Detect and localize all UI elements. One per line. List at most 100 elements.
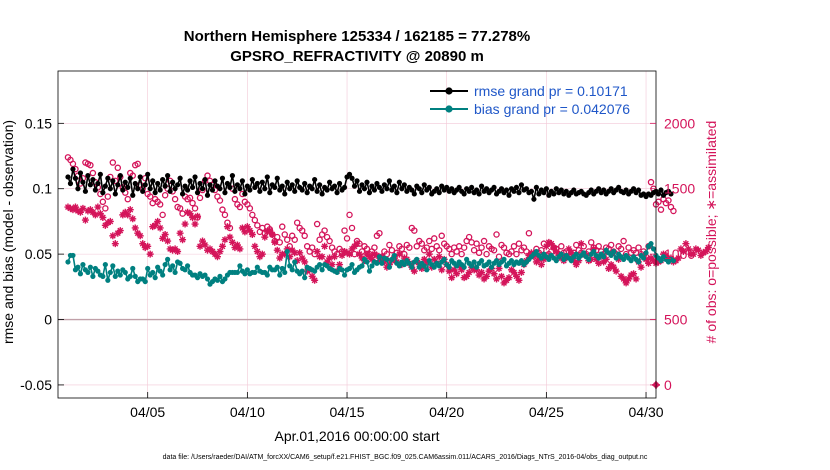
rmse-point xyxy=(366,190,373,196)
obs-assimilated-point xyxy=(515,276,523,284)
obs-possible-point xyxy=(523,248,530,255)
obs-assimilated-point xyxy=(268,231,276,238)
obs-assimilated-point xyxy=(336,261,344,269)
rmse-point xyxy=(189,184,196,191)
rmse-point xyxy=(623,187,629,193)
obs-possible-point xyxy=(114,164,122,172)
bias-point xyxy=(110,263,116,269)
obs-possible-point xyxy=(473,240,480,247)
rmse-point xyxy=(533,184,540,191)
legend-rmse-marker xyxy=(445,87,453,95)
rmse-point xyxy=(553,186,559,192)
obs-possible-point xyxy=(186,194,194,202)
obs-possible-point xyxy=(356,240,363,247)
x-tick-label: 04/05 xyxy=(130,404,165,420)
obs-assimilated-point xyxy=(216,248,224,256)
obs-assimilated-point xyxy=(654,258,662,266)
rmse-point xyxy=(364,179,370,185)
obs-possible-point xyxy=(311,250,318,258)
rmse-point xyxy=(608,186,614,192)
obs-assimilated-point xyxy=(557,254,565,262)
bias-point xyxy=(287,263,293,269)
obs-assimilated-point xyxy=(218,242,226,250)
rmse-point xyxy=(354,178,360,184)
rmse-point xyxy=(361,186,368,192)
obs-assimilated-point xyxy=(161,231,169,238)
rmse-point xyxy=(224,180,231,187)
bias-point xyxy=(162,261,168,268)
obs-assimilated-point xyxy=(682,240,690,248)
obs-assimilated-point xyxy=(575,257,583,265)
bias-point xyxy=(414,256,420,262)
rmse-point xyxy=(162,183,168,189)
obs-assimilated-point xyxy=(483,272,491,280)
rmse-point xyxy=(142,182,148,188)
obs-possible-point xyxy=(458,250,465,258)
rmse-point xyxy=(474,187,480,193)
obs-assimilated-point xyxy=(430,255,438,263)
obs-possible-point xyxy=(216,197,224,204)
bias-point xyxy=(274,264,280,270)
bias-point xyxy=(561,256,567,262)
obs-assimilated-point xyxy=(540,255,548,263)
bias-point xyxy=(132,273,138,279)
bias-point xyxy=(155,264,161,270)
rmse-point xyxy=(324,187,330,193)
bias-point xyxy=(558,251,564,257)
obs-possible-point xyxy=(219,206,226,213)
y2-tick-label: 500 xyxy=(664,312,688,328)
obs-possible-point xyxy=(500,244,508,251)
bias-point xyxy=(317,261,323,268)
bias-point xyxy=(586,256,592,262)
bias-point xyxy=(379,260,385,266)
obs-assimilated-point xyxy=(179,236,187,244)
rmse-point xyxy=(469,184,475,191)
rmse-point xyxy=(523,186,530,192)
rmse-point xyxy=(197,180,203,187)
obs-assimilated-point xyxy=(121,208,129,216)
data-file-footer: data file: /Users/raeder/DAI/ATM_forcXX/… xyxy=(163,454,648,461)
obs-assimilated-point xyxy=(647,254,655,262)
obs-possible-point xyxy=(406,244,413,251)
obs-possible-point xyxy=(460,244,468,251)
rmse-point xyxy=(456,184,462,191)
obs-assimilated-point xyxy=(632,275,640,283)
obs-possible-point xyxy=(657,206,665,213)
rmse-point xyxy=(396,179,402,185)
obs-assimilated-point xyxy=(615,255,623,263)
obs-assimilated-point xyxy=(131,224,139,232)
bias-point xyxy=(217,273,223,279)
obs-assimilated-point xyxy=(331,253,339,261)
obs-assimilated-point xyxy=(248,231,256,238)
rmse-point xyxy=(516,190,522,196)
obs-assimilated-point xyxy=(478,268,486,276)
obs-assimilated-point xyxy=(291,249,299,257)
bias-point xyxy=(157,268,163,274)
obs-possible-point xyxy=(453,248,460,255)
rmse-point xyxy=(563,188,569,194)
bias-point xyxy=(461,264,467,270)
obs-assimilated-point xyxy=(296,249,304,257)
obs-assimilated-point xyxy=(602,255,610,263)
rmse-point xyxy=(204,192,211,198)
bias-point xyxy=(341,272,348,278)
obs-possible-point xyxy=(398,245,406,253)
obs-assimilated-point xyxy=(607,261,615,269)
obs-assimilated-point xyxy=(171,245,179,253)
rmse-point xyxy=(75,186,81,192)
bias-point xyxy=(302,275,308,281)
obs-assimilated-point xyxy=(610,263,618,271)
obs-possible-point xyxy=(383,250,391,258)
obs-assimilated-point xyxy=(498,272,506,280)
rmse-point xyxy=(192,174,198,180)
rmse-point xyxy=(389,187,395,193)
bias-point xyxy=(391,252,397,259)
bias-point xyxy=(546,256,552,262)
obs-possible-point xyxy=(102,205,109,212)
obs-assimilated-point xyxy=(485,267,493,275)
bias-point xyxy=(112,273,118,279)
bias-point xyxy=(469,263,475,269)
obs-assimilated-point xyxy=(351,242,359,250)
obs-possible-point xyxy=(194,214,201,221)
obs-assimilated-point xyxy=(323,258,331,266)
